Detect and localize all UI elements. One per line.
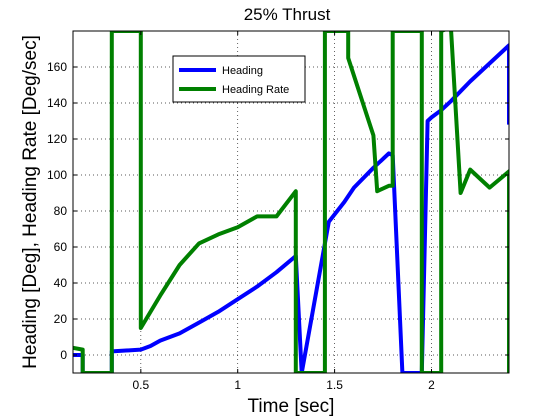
y-tick-label: 20 [54,312,68,326]
y-tick-label: 140 [47,96,67,110]
y-tick-label: 0 [60,348,67,362]
chart-title: 25% Thrust [244,5,331,24]
x-tick-label: 0.5 [132,378,149,392]
series-line-heading-rate [73,31,509,373]
legend-label-heading: Heading [222,65,263,77]
y-axis-label: Heading [Deg], Heading Rate [Deg/sec] [20,35,41,369]
y-tick-label: 40 [54,276,68,290]
y-tick-label: 100 [47,168,67,182]
plot-frame [72,30,510,374]
series-layer [73,31,509,373]
y-tick-label: 60 [54,240,68,254]
y-tick-label: 80 [54,204,68,218]
x-tick-label: 2 [428,378,435,392]
legend-box [172,55,306,103]
legend: Heading Heading Rate [172,55,306,103]
y-tick-label: 120 [47,132,67,146]
x-tick-label: 1.5 [326,378,343,392]
x-tick-label: 1 [234,378,241,392]
x-axis-label: Time [sec] [248,396,335,417]
legend-label-heading-rate: Heading Rate [222,84,289,96]
y-tick-label: 160 [47,60,67,74]
